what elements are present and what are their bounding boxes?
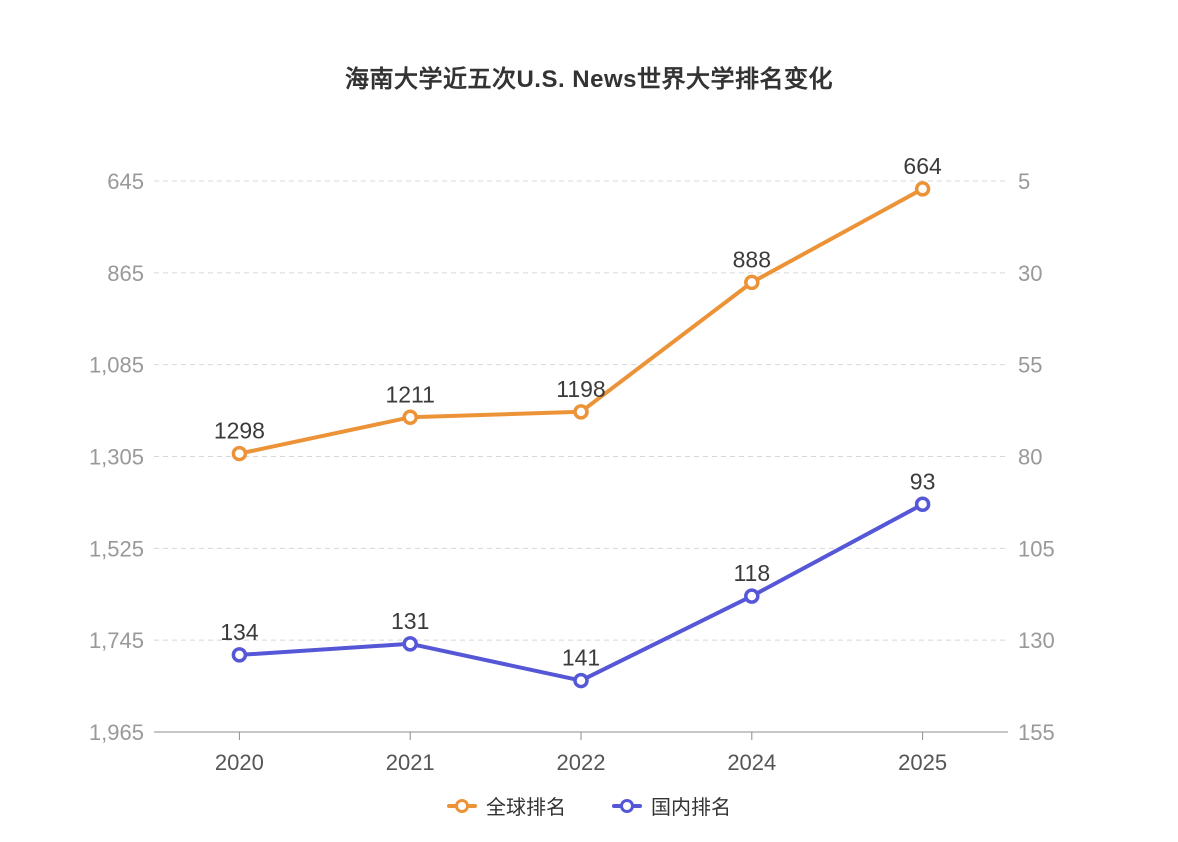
x-axis-label: 2024 [727, 750, 776, 775]
data-label-global: 1211 [385, 381, 434, 407]
left-axis-tick-label: 645 [107, 169, 144, 194]
right-axis-tick-label: 55 [1018, 353, 1042, 378]
legend-marker-dot [620, 798, 634, 813]
x-axis-label: 2021 [386, 750, 435, 775]
data-point-domestic[interactable] [744, 588, 760, 604]
data-point-domestic[interactable] [573, 672, 589, 689]
x-axis-label: 2025 [898, 750, 947, 775]
legend: 全球排名 国内排名 [0, 791, 1178, 820]
left-axis-tick-label: 1,965 [89, 720, 144, 745]
legend-line-marker-icon [612, 797, 642, 815]
x-axis-label: 2020 [215, 750, 264, 775]
data-point-global[interactable] [573, 404, 589, 420]
data-label-global: 664 [903, 153, 942, 179]
right-axis-tick-label: 80 [1018, 445, 1042, 470]
data-label-global: 1198 [556, 376, 605, 402]
data-point-global[interactable] [914, 181, 931, 197]
left-axis-tick-label: 1,305 [89, 445, 144, 470]
legend-marker-dot [455, 798, 469, 813]
legend-line-marker-icon [447, 797, 477, 815]
data-label-global: 1298 [214, 418, 265, 444]
right-axis-tick-label: 155 [1018, 720, 1055, 745]
chart-title: 海南大学近五次U.S. News世界大学排名变化 [344, 66, 834, 93]
data-label-domestic: 134 [220, 619, 259, 645]
legend-item-global[interactable]: 全球排名 [447, 791, 566, 820]
data-point-domestic[interactable] [402, 636, 418, 652]
left-axis-tick-label: 1,085 [89, 353, 144, 378]
left-axis-tick-label: 1,525 [89, 536, 144, 561]
data-point-global[interactable] [744, 274, 760, 291]
x-axis-label: 2022 [557, 750, 606, 775]
right-axis-tick-label: 130 [1018, 628, 1055, 653]
legend-label: 国内排名 [651, 797, 731, 819]
data-label-domestic: 93 [910, 468, 936, 494]
legend-item-domestic[interactable]: 国内排名 [612, 791, 731, 820]
right-axis-tick-label: 5 [1018, 169, 1030, 194]
right-axis-tick-label: 30 [1018, 261, 1042, 286]
data-point-domestic[interactable] [231, 647, 248, 663]
legend-label: 全球排名 [486, 797, 566, 819]
data-label-domestic: 131 [391, 608, 429, 634]
left-axis-tick-label: 865 [107, 261, 144, 286]
data-label-domestic: 141 [562, 645, 600, 671]
data-label-domestic: 118 [733, 560, 770, 586]
data-point-domestic[interactable] [914, 496, 931, 513]
data-point-global[interactable] [231, 445, 248, 462]
left-axis-tick-label: 1,745 [89, 628, 144, 653]
data-point-global[interactable] [402, 409, 418, 426]
data-label-global: 888 [733, 246, 771, 272]
right-axis-tick-label: 105 [1018, 536, 1055, 561]
